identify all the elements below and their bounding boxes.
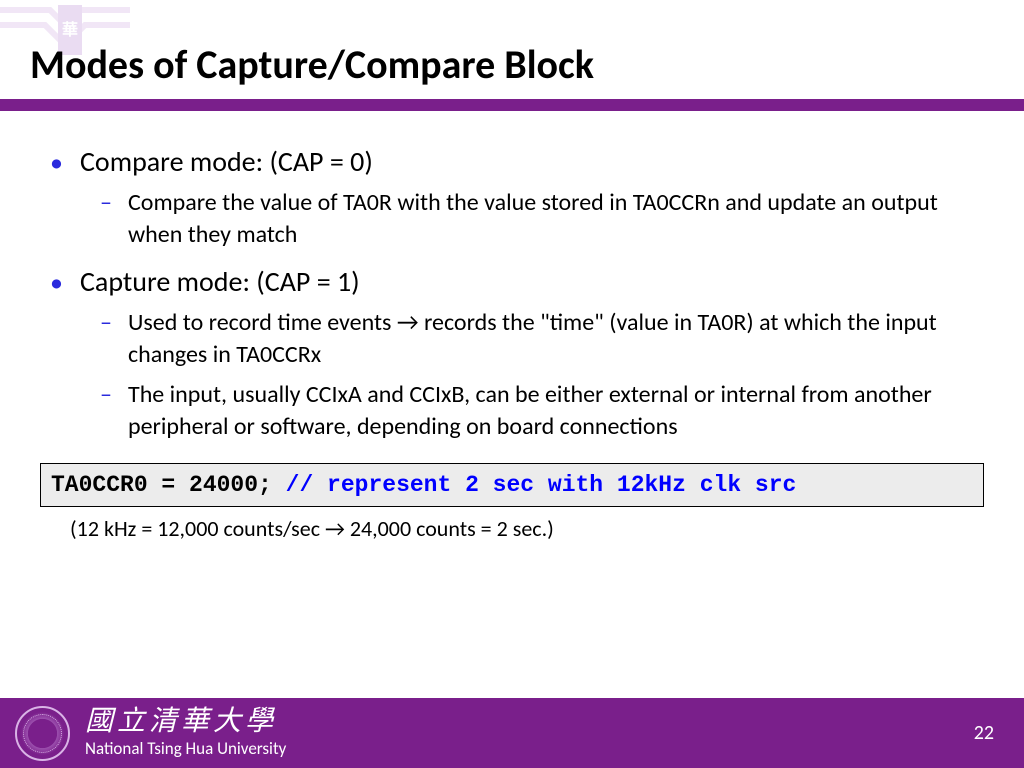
subbullet-capture-record: – Used to record time events → records t… <box>100 307 974 371</box>
slide-title: Modes of Capture/Compare Block <box>30 40 994 89</box>
bullet-dash-icon: – <box>100 379 128 411</box>
subbullet-capture-input: – The input, usually CCIxA and CCIxB, ca… <box>100 379 974 443</box>
title-area: Modes of Capture/Compare Block <box>0 0 1024 99</box>
bullet-dot-icon: • <box>50 265 80 299</box>
subbullet-text: Compare the value of TA0R with the value… <box>128 187 974 251</box>
footer-text: 國立清華大學 National Tsing Hua University <box>85 707 286 758</box>
bullet-compare-mode: • Compare mode: (CAP = 0) <box>50 145 974 179</box>
bullet-dash-icon: – <box>100 187 128 219</box>
content-area: • Compare mode: (CAP = 0) – Compare the … <box>0 111 1024 443</box>
footer-bar: 國立清華大學 National Tsing Hua University 22 <box>0 698 1024 768</box>
university-name-chinese: 國立清華大學 <box>85 707 286 738</box>
bullet-dash-icon: – <box>100 307 128 339</box>
page-number: 22 <box>974 721 994 745</box>
bullet-text: Capture mode: (CAP = 1) <box>80 265 360 299</box>
code-comment: // represent 2 sec with 12kHz clk src <box>272 472 797 498</box>
code-statement: TA0CCR0 = 24000; <box>51 472 272 498</box>
bullet-text: Compare mode: (CAP = 0) <box>80 145 373 179</box>
subbullet-compare-desc: – Compare the value of TA0R with the val… <box>100 187 974 251</box>
university-name-english: National Tsing Hua University <box>85 740 286 759</box>
subbullet-text: Used to record time events → records the… <box>128 307 974 371</box>
code-box: TA0CCR0 = 24000; // represent 2 sec with… <box>40 463 984 507</box>
bullet-capture-mode: • Capture mode: (CAP = 1) <box>50 265 974 299</box>
bullet-dot-icon: • <box>50 145 80 179</box>
subbullet-text: The input, usually CCIxA and CCIxB, can … <box>128 379 974 443</box>
university-seal-icon <box>15 706 70 761</box>
divider-bar <box>0 99 1024 111</box>
calculation-note: (12 kHz = 12,000 counts/sec → 24,000 cou… <box>70 515 1024 542</box>
